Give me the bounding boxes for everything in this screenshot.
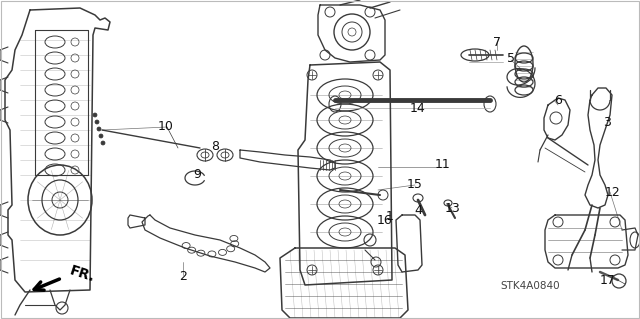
Text: 7: 7 <box>493 35 501 48</box>
Text: 2: 2 <box>179 270 187 283</box>
Text: STK4A0840: STK4A0840 <box>500 281 560 291</box>
Text: 9: 9 <box>193 167 201 181</box>
Text: 13: 13 <box>445 202 461 214</box>
Text: 15: 15 <box>407 179 423 191</box>
Text: 16: 16 <box>377 213 393 226</box>
Text: 3: 3 <box>603 115 611 129</box>
Ellipse shape <box>93 113 97 117</box>
Text: 8: 8 <box>211 140 219 153</box>
Text: 6: 6 <box>554 93 562 107</box>
Ellipse shape <box>95 120 99 124</box>
Text: 11: 11 <box>435 159 451 172</box>
Text: 12: 12 <box>605 186 621 198</box>
Ellipse shape <box>101 141 105 145</box>
Text: 10: 10 <box>158 121 174 133</box>
Text: 14: 14 <box>410 101 426 115</box>
Text: 4: 4 <box>414 204 422 217</box>
Text: 17: 17 <box>600 273 616 286</box>
Text: FR.: FR. <box>68 263 97 285</box>
Ellipse shape <box>97 127 101 131</box>
Ellipse shape <box>99 134 103 138</box>
Text: 1: 1 <box>386 211 394 224</box>
Text: 5: 5 <box>507 51 515 64</box>
